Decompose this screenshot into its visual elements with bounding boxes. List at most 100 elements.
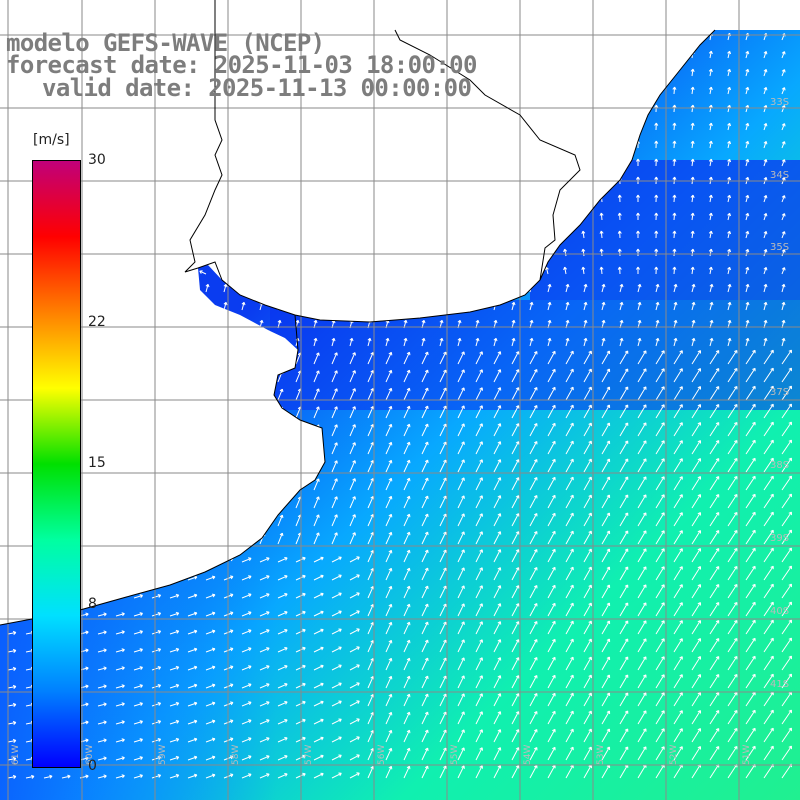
wind-arrow — [781, 159, 786, 167]
wind-arrow — [457, 369, 465, 383]
wind-arrow — [439, 657, 447, 671]
wind-arrow — [493, 477, 502, 491]
wind-arrow — [637, 656, 647, 671]
wind-arrow — [763, 213, 768, 221]
wind-arrow — [205, 647, 216, 653]
wind-arrow — [79, 666, 89, 671]
wind-arrow — [672, 212, 677, 221]
wind-arrow — [385, 405, 393, 419]
wind-arrow — [709, 638, 720, 653]
wind-arrow — [583, 458, 592, 473]
wind-arrow — [133, 774, 143, 779]
wind-arrow — [745, 637, 756, 653]
wind-arrow — [583, 350, 592, 365]
wind-arrow — [151, 684, 162, 689]
wind-arrow — [763, 673, 774, 689]
wind-arrow — [313, 610, 324, 617]
wind-arrow — [637, 512, 647, 527]
wind-arrow — [727, 230, 732, 239]
wind-arrow — [727, 691, 738, 707]
wind-arrow — [511, 747, 520, 761]
wind-arrow — [385, 639, 393, 653]
wind-arrow — [691, 283, 696, 293]
wind-arrow — [439, 337, 444, 347]
wind-arrow — [763, 141, 768, 149]
wind-arrow — [601, 728, 611, 743]
wind-arrow — [511, 621, 520, 635]
wind-arrow — [241, 629, 252, 635]
wind-arrow — [601, 620, 611, 635]
wind-arrow — [493, 549, 502, 563]
wind-arrow — [439, 567, 447, 581]
wind-arrow — [763, 511, 774, 527]
wind-arrow — [619, 440, 629, 455]
wind-arrow — [655, 638, 665, 653]
wind-arrow — [655, 674, 665, 689]
wind-arrow — [475, 747, 483, 761]
wind-arrow — [708, 86, 713, 95]
wind-arrow — [745, 349, 756, 365]
wind-arrow — [709, 674, 720, 689]
wind-arrow — [690, 212, 695, 221]
longitude-label: 51W — [742, 745, 752, 765]
wind-arrow — [547, 674, 556, 689]
wind-arrow — [781, 195, 786, 203]
wind-arrow — [331, 337, 336, 347]
wind-arrow — [529, 602, 538, 617]
wind-arrow — [673, 301, 678, 311]
wind-arrow — [691, 404, 701, 419]
wind-arrow — [691, 530, 701, 545]
wind-arrow — [565, 476, 574, 491]
wind-arrow — [511, 477, 520, 491]
wind-arrow — [205, 773, 216, 779]
wind-arrow — [690, 194, 695, 203]
wind-arrow — [583, 301, 588, 311]
wind-arrow — [313, 718, 324, 725]
wind-arrow — [601, 602, 611, 617]
wind-arrow — [439, 639, 447, 653]
wind-arrow — [781, 547, 792, 563]
wind-arrow — [637, 350, 647, 365]
wind-arrow — [529, 368, 538, 383]
wind-arrow — [781, 637, 792, 653]
wind-arrow — [763, 195, 768, 203]
wind-arrow — [313, 337, 318, 347]
wind-arrow — [673, 728, 683, 743]
wind-arrow — [457, 729, 465, 743]
wind-arrow — [619, 283, 624, 293]
wind-arrow — [635, 212, 641, 220]
wind-arrow — [151, 594, 162, 599]
wind-arrow — [654, 194, 659, 203]
wind-arrow — [601, 656, 611, 671]
wind-arrow — [349, 646, 360, 653]
latitude-labels: 33S 34S 35S 37S 38S 39S 40S 41S — [770, 97, 789, 690]
wind-arrow — [385, 387, 393, 401]
wind-arrow — [259, 647, 270, 653]
wind-arrow — [457, 549, 465, 563]
wind-arrow — [763, 87, 768, 95]
wind-arrow — [457, 675, 465, 689]
wind-arrow — [349, 352, 356, 365]
wind-arrow — [439, 621, 447, 635]
wind-arrow — [79, 612, 89, 617]
wind-arrow — [457, 495, 465, 509]
wind-arrow — [457, 441, 465, 455]
wind-arrow — [385, 567, 393, 581]
wind-arrow — [601, 350, 611, 365]
wind-arrow — [655, 548, 665, 563]
wind-arrow — [475, 603, 483, 617]
wind-arrow — [475, 351, 483, 365]
wind-arrow — [79, 702, 89, 707]
wind-arrow — [619, 350, 629, 365]
wind-arrow — [385, 423, 393, 437]
wind-arrow — [61, 774, 71, 779]
wind-arrow — [619, 386, 629, 401]
wind-arrow — [385, 729, 393, 743]
wind-arrow — [601, 386, 611, 401]
wind-arrow — [403, 549, 411, 563]
wind-arrow — [277, 755, 288, 761]
wind-arrow — [313, 700, 324, 707]
latitude-label: 40S — [770, 606, 789, 617]
wind-arrow — [115, 630, 125, 635]
